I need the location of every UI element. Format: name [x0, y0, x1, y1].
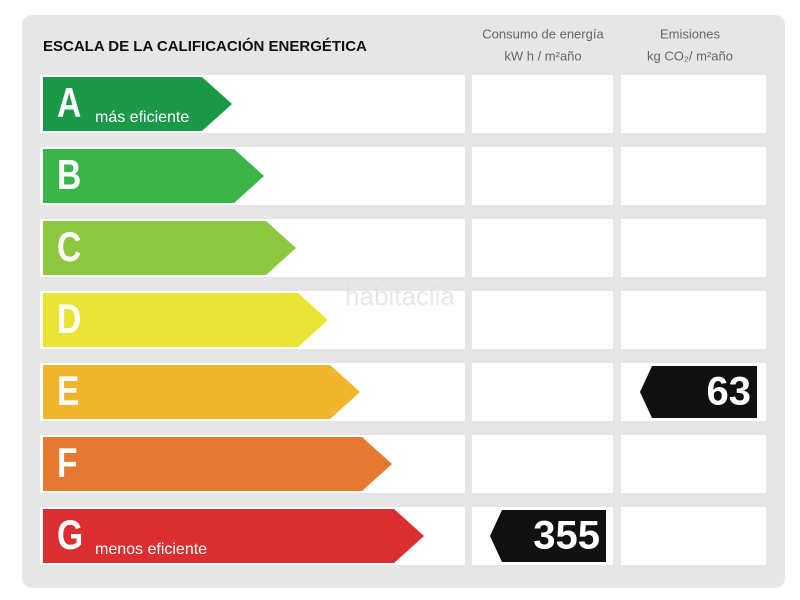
rating-note: más eficiente	[95, 109, 189, 126]
value-badge	[490, 510, 606, 562]
rating-arrow	[43, 149, 264, 203]
value-badge	[640, 366, 757, 418]
column-title: Emisiones	[660, 26, 720, 41]
cell	[621, 507, 766, 565]
rating-arrow	[43, 221, 296, 275]
cell	[472, 147, 613, 205]
rating-arrow	[43, 293, 328, 347]
cell	[472, 75, 613, 133]
rating-letter: B	[57, 153, 81, 199]
cell	[621, 75, 766, 133]
cell	[621, 435, 766, 493]
value-text: 63	[707, 370, 752, 414]
rating-arrow	[43, 365, 360, 419]
rating-arrow	[43, 509, 424, 563]
rating-note: menos eficiente	[95, 541, 207, 558]
rating-arrow	[43, 77, 232, 131]
value-text: 355	[533, 514, 600, 558]
rating-letter: F	[57, 441, 78, 487]
rating-arrow	[43, 437, 392, 491]
cell	[472, 219, 613, 277]
cell	[621, 219, 766, 277]
rating-letter: D	[57, 297, 81, 343]
cell	[621, 147, 766, 205]
label-title: ESCALA DE LA CALIFICACIÓN ENERGÉTICA	[43, 37, 367, 55]
column-unit: kW h / m²año	[504, 48, 581, 63]
cell	[472, 291, 613, 349]
column-title: Consumo de energía	[482, 26, 604, 41]
cell	[472, 435, 613, 493]
rating-letter: A	[57, 81, 81, 127]
watermark: habitaclia	[345, 281, 455, 311]
rating-letter: E	[57, 369, 79, 415]
cell	[472, 363, 613, 421]
column-unit: kg CO₂/ m²año	[647, 48, 733, 63]
rating-letter: C	[57, 225, 81, 271]
cell	[621, 291, 766, 349]
rating-letter: G	[57, 513, 83, 559]
